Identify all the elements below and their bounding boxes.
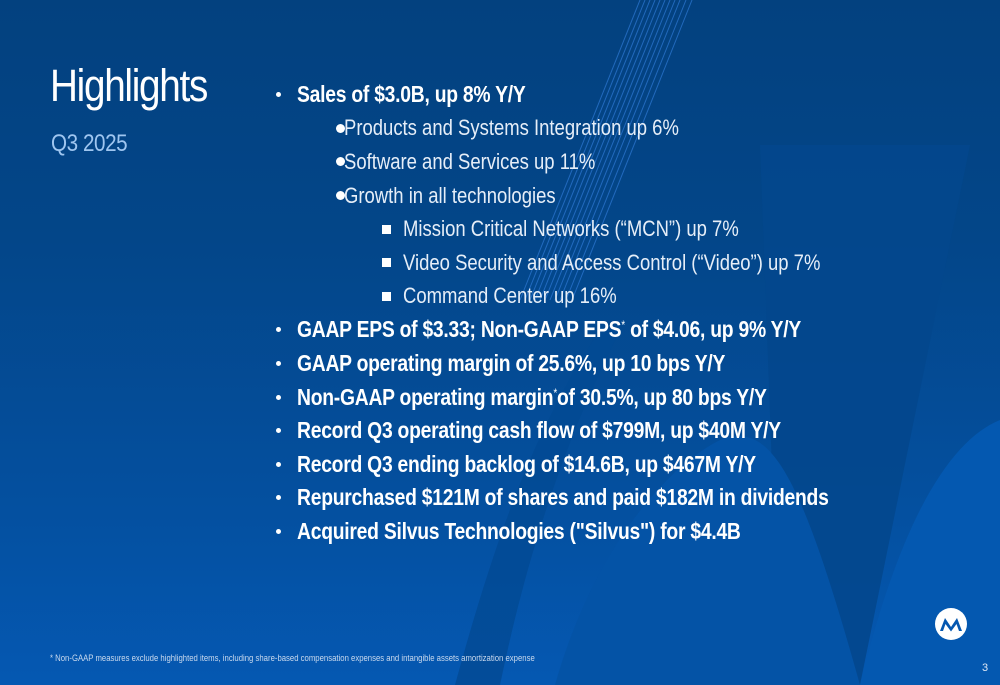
bullet-icon (276, 327, 281, 333)
list-item: Command Center up 16% (272, 280, 972, 314)
list-item: Acquired Silvus Technologies ("Silvus") … (272, 515, 972, 549)
circle-bullet-icon (336, 191, 345, 201)
list-item: Software and Services up 11% (272, 145, 972, 179)
square-bullet-icon (382, 291, 391, 301)
bullet-icon (276, 394, 281, 400)
slide-title: Highlights (50, 60, 208, 111)
list-item: GAAP operating margin of 25.6%, up 10 bp… (272, 347, 972, 381)
bullet-icon (276, 428, 281, 434)
footnote-mark: * (621, 318, 625, 333)
list-item: Video Security and Access Control (“Vide… (272, 246, 972, 280)
list-item: Growth in all technologies (272, 179, 972, 213)
bullet-icon (276, 461, 281, 467)
list-item: Record Q3 ending backlog of $14.6B, up $… (272, 448, 972, 482)
footnote-mark: * (553, 385, 558, 400)
list-item: Products and Systems Integration up 6% (272, 112, 972, 146)
list-item: Non-GAAP operating margin*of 30.5%, up 8… (272, 380, 972, 414)
page-number: 3 (982, 662, 989, 674)
bullet-icon (276, 495, 281, 501)
circle-bullet-icon (336, 157, 345, 167)
motorola-logo-icon (935, 608, 967, 640)
bullet-icon (276, 92, 281, 98)
list-item: Record Q3 operating cash flow of $799M, … (272, 414, 972, 448)
square-bullet-icon (382, 258, 391, 268)
square-bullet-icon (382, 224, 391, 234)
list-item: Mission Critical Networks (“MCN”) up 7% (272, 212, 972, 246)
footnote: * Non-GAAP measures exclude highlighted … (50, 653, 535, 663)
list-item: Sales of $3.0B, up 8% Y/Y (272, 78, 972, 112)
bullet-icon (276, 361, 281, 367)
list-item: Repurchased $121M of shares and paid $18… (272, 481, 972, 515)
highlights-list: Sales of $3.0B, up 8% Y/Y Products and S… (272, 78, 972, 548)
list-item: GAAP EPS of $3.33; Non-GAAP EPS* of $4.0… (272, 313, 972, 347)
circle-bullet-icon (336, 123, 345, 133)
slide-subtitle: Q3 2025 (51, 130, 128, 157)
bullet-icon (276, 529, 281, 535)
